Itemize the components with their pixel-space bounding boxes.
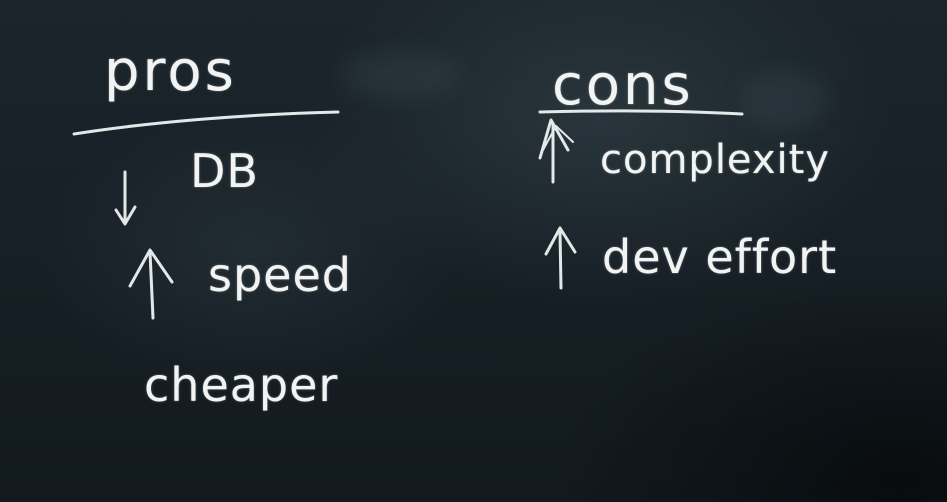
pros-heading: pros xyxy=(104,39,237,104)
pros-underline xyxy=(72,110,340,136)
up-arrow-icon xyxy=(128,248,174,320)
down-arrow-icon xyxy=(114,170,137,226)
up-arrow-icon xyxy=(538,118,574,184)
cons-heading: cons xyxy=(552,53,694,118)
board-smudge xyxy=(340,50,460,100)
pros-item-speed: speed xyxy=(208,248,352,302)
pros-item-db: DB xyxy=(190,144,259,198)
cons-item-complexity: complexity xyxy=(600,137,830,183)
cons-item-dev-effort: dev effort xyxy=(602,230,838,284)
board-smudge xyxy=(740,70,830,130)
pros-item-cheaper: cheaper xyxy=(144,358,339,412)
up-arrow-icon xyxy=(544,226,577,290)
